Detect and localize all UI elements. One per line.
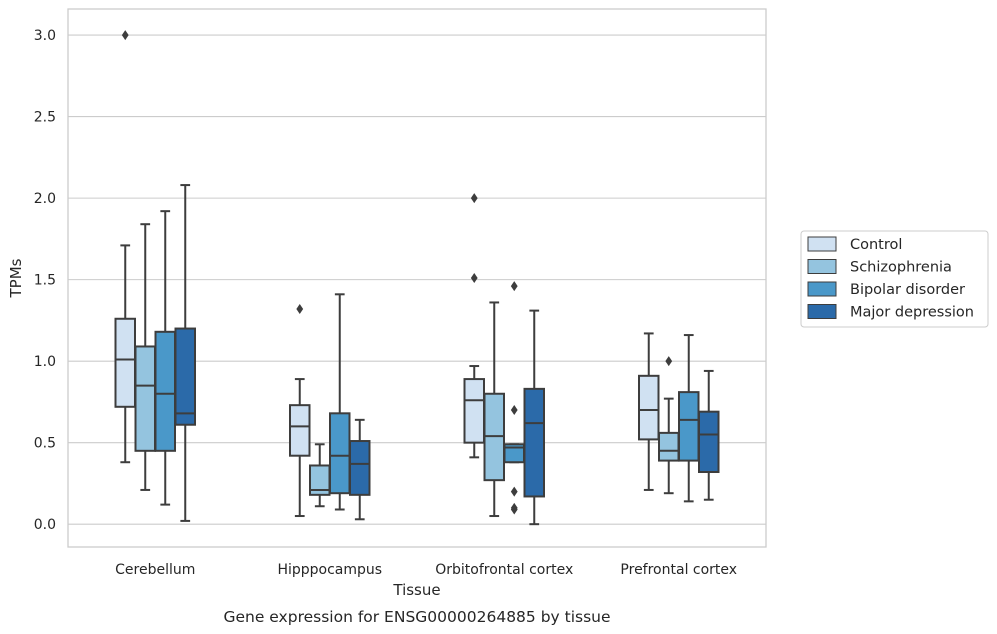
legend-label: Major depression [850,305,974,321]
box-body [289,404,311,457]
box-body [523,387,545,498]
legend-label: Bipolar disorder [850,282,965,298]
box-schizophrenia [658,356,680,495]
box-schizophrenia [483,301,505,518]
y-tick-label: 0.5 [34,436,56,452]
y-tick-label: 3.0 [34,28,56,44]
plot-area-frame [67,8,767,548]
y-tick-label: 2.0 [34,191,56,207]
box-bipolar-disorder [154,210,176,506]
legend-swatch [807,304,837,319]
outlier-point [510,504,518,515]
legend: Control Schizophrenia Bipolar disorder Majo… [800,230,989,328]
x-tick-label: Cerebellum [115,562,195,578]
legend-swatch [807,259,837,274]
box-body [114,317,136,408]
box-control [638,332,660,491]
box-body [658,431,680,462]
outlier-point [510,486,518,497]
box-control [114,30,136,464]
outlier-point [470,273,478,283]
box-body [134,345,156,452]
outlier-point [510,405,518,416]
box-major-depression [349,418,371,521]
y-tick-label: 1.5 [34,273,56,289]
outlier-point [510,281,518,292]
box-body [174,327,196,426]
box-body [154,330,176,452]
y-tick-label: 0.0 [34,517,56,533]
box-major-depression [698,369,720,501]
legend-label: Control [850,237,902,253]
legend-swatch [807,281,837,297]
box-control [463,193,485,459]
box-body [698,410,720,474]
outlier-point [296,303,304,314]
box-bipolar-disorder [503,281,525,515]
box-body [638,374,660,441]
x-tick-labels: Cerebellum Hipppocampus Orbitofrontal cort… [115,562,737,578]
boxes [114,30,720,526]
legend-label: Schizophrenia [850,260,952,276]
y-axis-label: TPMs [7,258,25,298]
outlier-point [121,30,129,41]
x-tick-label: Prefrontal cortex [620,562,737,578]
box-major-depression [174,184,196,522]
box-body [349,440,371,496]
legend-swatch [807,236,837,252]
box-bipolar-disorder [678,334,700,503]
y-tick-label: 1.0 [34,354,56,370]
box-control [289,303,311,518]
box-bipolar-disorder [329,293,351,511]
x-tick-label: Hipppocampus [277,562,382,578]
outlier-point [665,356,673,367]
box-body [329,412,351,495]
legend-frame [800,230,989,328]
box-body [678,391,700,462]
box-schizophrenia [134,223,156,491]
box-body [463,378,485,444]
box-major-depression [523,309,545,526]
y-tick-labels: 0.0 0.5 1.0 1.5 2.0 2.5 3.0 [34,28,56,533]
x-axis-label: Tissue [392,581,440,599]
y-tick-label: 2.5 [34,110,56,126]
outlier-point [470,193,478,204]
chart-caption: Gene expression for ENSG00000264885 by t… [223,608,610,626]
box-schizophrenia [309,443,331,508]
x-tick-label: Orbitofrontal cortex [435,562,573,578]
